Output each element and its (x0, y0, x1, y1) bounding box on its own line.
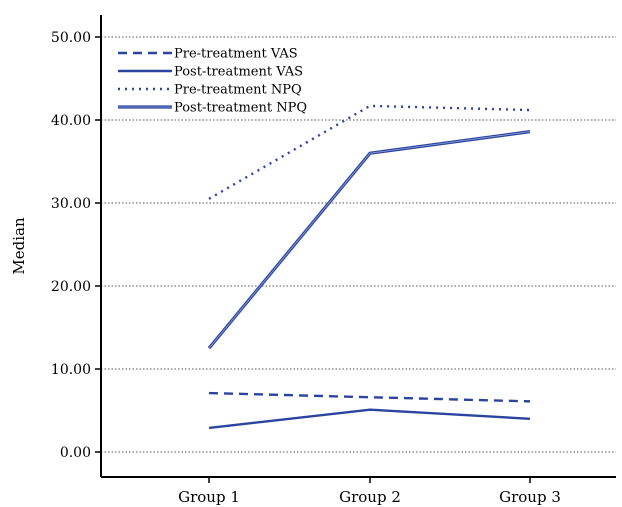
y-tick-label: 0.00 (60, 445, 91, 461)
y-tick-label: 30.00 (51, 196, 91, 212)
legend-label: Pre-treatment VAS (174, 47, 298, 62)
series-lines (207, 104, 531, 430)
series-line-post-treatment-npq (207, 130, 531, 350)
axes (95, 15, 616, 483)
series-line-post-treatment-npq-outer (207, 130, 531, 350)
x-tick-label: Group 3 (499, 488, 561, 506)
y-tick-label: 40.00 (51, 113, 91, 129)
legend: Pre-treatment VAS Post-treatment VAS Pre-t… (118, 47, 307, 116)
gridlines (101, 36, 616, 453)
axis-labels: 0.00 10.00 20.00 30.00 40.00 50.00 Group 1 Grou… (10, 30, 561, 506)
series-line-pre-treatment-vas (208, 391, 531, 403)
y-axis-title: Median (10, 217, 28, 275)
series-line-post-treatment-npq-inner (208, 131, 531, 349)
legend-label: Post-treatment NPQ (174, 101, 307, 116)
series-line-post-treatment-vas (208, 408, 531, 430)
x-tick-label: Group 2 (339, 488, 401, 506)
legend-label: Post-treatment VAS (174, 65, 303, 80)
y-tick-label: 50.00 (51, 30, 91, 46)
x-tick-label: Group 1 (178, 488, 240, 506)
legend-label: Pre-treatment NPQ (174, 83, 302, 98)
y-tick-label: 20.00 (51, 279, 91, 295)
y-tick-label: 10.00 (51, 362, 91, 378)
